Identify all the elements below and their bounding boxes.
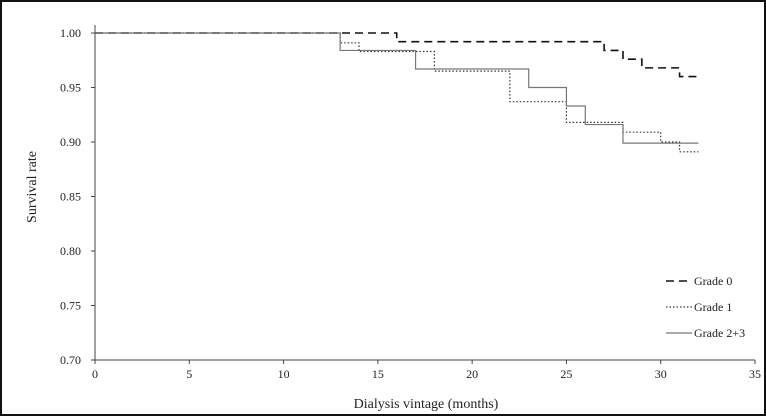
- x-tick-label: 35: [749, 367, 761, 381]
- y-tick-label: 0.95: [60, 81, 81, 95]
- y-tick-label: 0.70: [60, 353, 81, 367]
- series-line-grade-2-3: [95, 32, 699, 144]
- series-layer: [95, 32, 699, 153]
- legend-label: Grade 1: [694, 300, 732, 314]
- y-tick-label: 0.80: [60, 244, 81, 258]
- x-axis-title: Dialysis vintage (months): [354, 397, 499, 412]
- y-tick-label: 1.00: [60, 26, 81, 40]
- x-tick-label: 10: [278, 367, 290, 381]
- y-tick-label: 0.90: [60, 135, 81, 149]
- x-tick-label: 15: [372, 367, 384, 381]
- y-axis-title: Survival rate: [25, 151, 40, 223]
- legend: Grade 0 Grade 1 Grade 2+3: [666, 274, 745, 340]
- legend-label: Grade 0: [694, 274, 732, 288]
- axes: 0 5 10 15 20 25 30 35 0.70 0.75 0.80 0.85 0.90 0.95 1.…: [60, 25, 761, 381]
- legend-label: Grade 2+3: [694, 326, 745, 340]
- series-line-grade-0: [95, 32, 699, 78]
- x-tick-label: 5: [186, 367, 192, 381]
- x-tick-label: 25: [560, 367, 572, 381]
- x-tick-label: 0: [92, 367, 98, 381]
- survival-chart: 0 5 10 15 20 25 30 35 0.70 0.75 0.80 0.85 0.90 0.95 1.…: [25, 25, 761, 412]
- x-tick-label: 20: [466, 367, 478, 381]
- y-tick-label: 0.85: [60, 190, 81, 204]
- y-tick-label: 0.75: [60, 299, 81, 313]
- x-tick-label: 30: [655, 367, 667, 381]
